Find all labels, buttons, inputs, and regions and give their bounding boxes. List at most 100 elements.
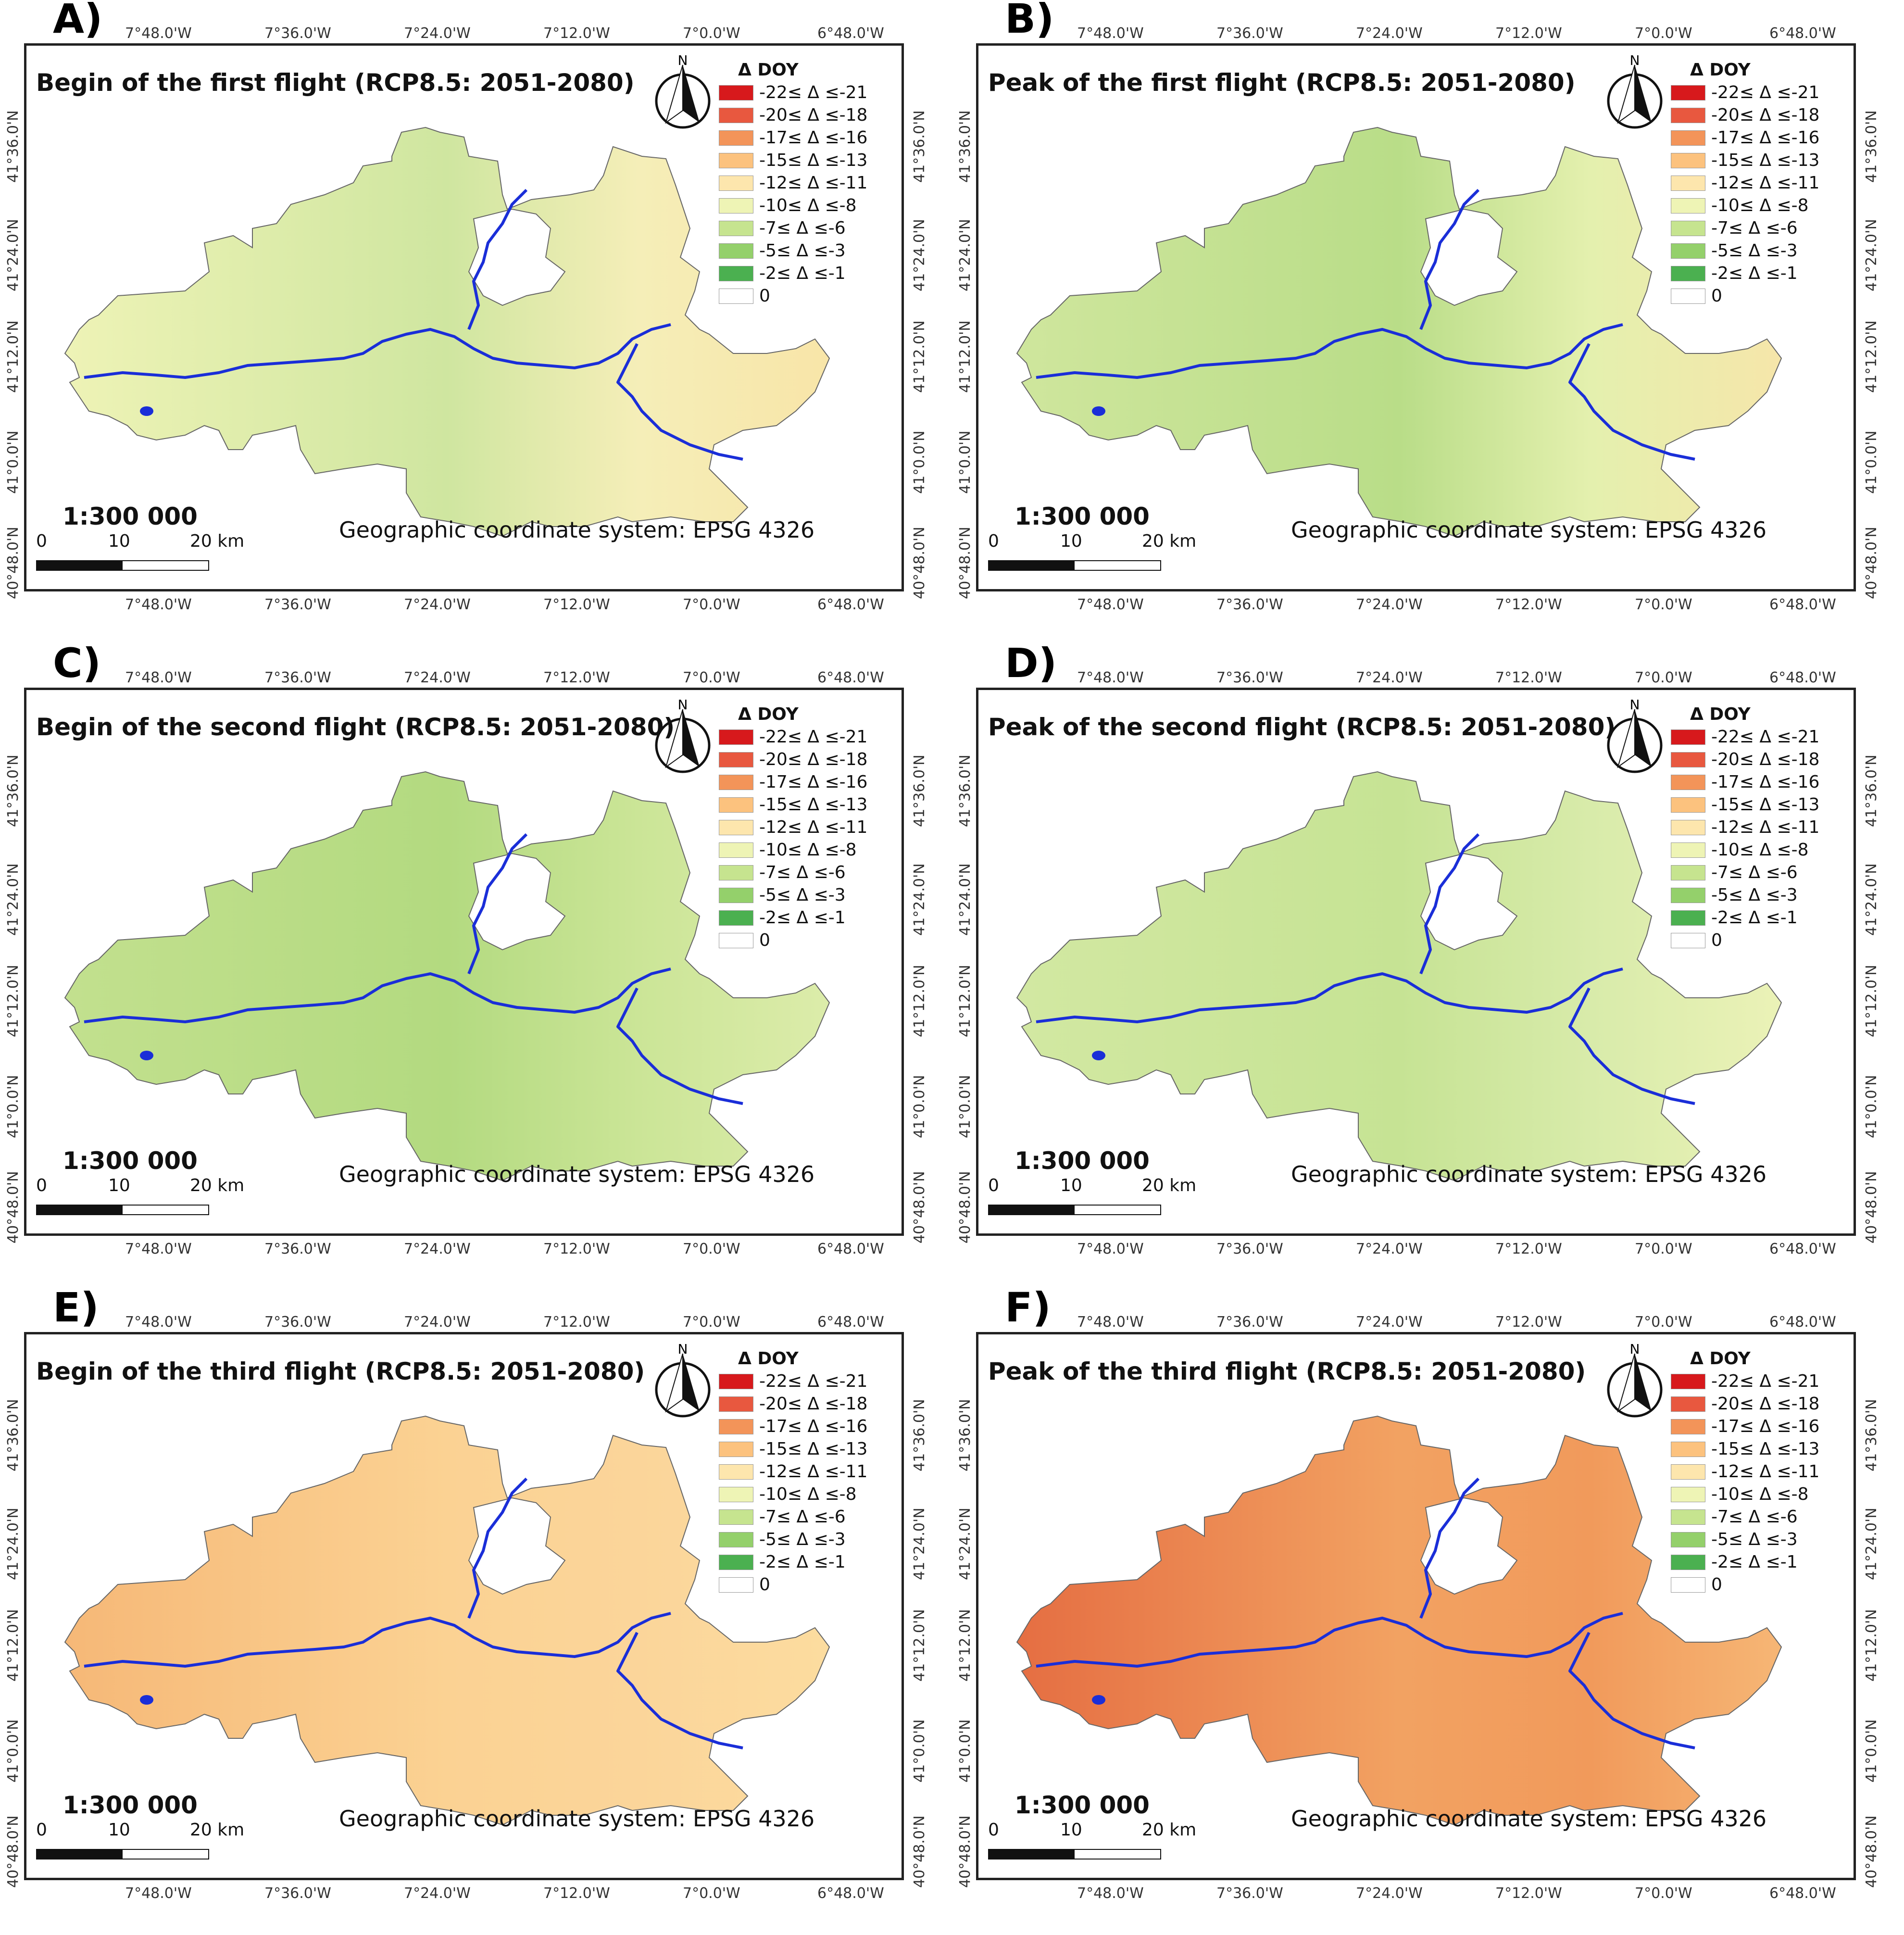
legend-swatch (1671, 243, 1705, 259)
longitude-label-top: 6°48.0'W (817, 669, 884, 686)
panel-letter: E) (53, 1284, 99, 1331)
legend-swatch (1671, 288, 1705, 304)
legend-item: -20≤ Δ ≤-18 (719, 1393, 902, 1415)
reservoir (140, 1051, 153, 1060)
legend-label: 0 (1711, 1575, 1722, 1595)
longitude-label-top: 7°0.0'W (1635, 25, 1692, 42)
latitude-label-left: 40°48.0'N (957, 1815, 974, 1888)
legend-item: -17≤ Δ ≤-16 (719, 126, 902, 149)
scale-tick-label: 10 (1060, 531, 1082, 551)
legend-label: -15≤ Δ ≤-13 (759, 1439, 868, 1459)
north-arrow-icon: N (1603, 52, 1666, 132)
longitude-label-top: 7°0.0'W (683, 669, 740, 686)
legend-swatch (719, 1373, 753, 1389)
legend-label: -17≤ Δ ≤-16 (759, 772, 868, 792)
latitude-label-left: 41°0.0'N (5, 1719, 22, 1783)
legend-item: -10≤ Δ ≤-8 (1671, 1483, 1854, 1506)
legend-swatch (719, 1419, 753, 1434)
latitude-label-right: 41°0.0'N (911, 1719, 928, 1783)
latitude-label-right: 40°48.0'N (1863, 527, 1880, 599)
latitude-label-left: 41°12.0'N (957, 965, 974, 1037)
legend-swatch (719, 774, 753, 790)
map-panel: A) 7°48.0'W 7°36.0'W 7°24.0'W 7°12.0'W 7°0.0'… (0, 0, 942, 635)
longitude-label-top: 7°12.0'W (1495, 1314, 1562, 1331)
legend-item: -22≤ Δ ≤-21 (719, 726, 902, 748)
legend-item: -5≤ Δ ≤-3 (719, 1528, 902, 1551)
legend-label: -10≤ Δ ≤-8 (1711, 196, 1809, 215)
legend-swatch (1671, 887, 1705, 903)
legend-item: -5≤ Δ ≤-3 (1671, 884, 1854, 906)
excluded-area (468, 208, 566, 306)
region-area (64, 771, 830, 1181)
panel-letter: D) (1005, 640, 1057, 687)
longitude-label-bottom: 7°48.0'W (1077, 1241, 1144, 1257)
legend-swatch (719, 1464, 753, 1480)
excluded-area (468, 1497, 566, 1595)
longitude-label-bottom: 7°12.0'W (1495, 596, 1562, 613)
legend-item: 0 (1671, 929, 1854, 952)
legend-item: -12≤ Δ ≤-11 (1671, 172, 1854, 194)
latitude-label-right: 41°12.0'N (911, 1609, 928, 1682)
scale-tick-label: 0 (36, 1176, 47, 1195)
latitude-label-left: 41°36.0'N (957, 1399, 974, 1471)
legend-swatch (719, 130, 753, 146)
latitude-label-right: 41°36.0'N (1863, 110, 1880, 183)
legend-swatch (719, 265, 753, 281)
longitude-label-top: 7°48.0'W (125, 25, 192, 42)
legend-swatch (1671, 842, 1705, 858)
legend-label: -5≤ Δ ≤-3 (1711, 1530, 1798, 1549)
reservoir (1092, 406, 1105, 416)
scale-bar (36, 1205, 209, 1215)
crs-label: Geographic coordinate system: EPSG 4326 (1291, 1806, 1767, 1832)
legend-title: Δ DOY (738, 1349, 799, 1369)
longitude-label-bottom: 6°48.0'W (817, 1241, 884, 1257)
latitude-label-left: 41°0.0'N (5, 1075, 22, 1139)
legend-item: -10≤ Δ ≤-8 (719, 839, 902, 861)
scale-ratio: 1:300 000 (1015, 503, 1150, 530)
legend-label: -5≤ Δ ≤-3 (759, 1530, 846, 1549)
north-arrow-icon: N (1603, 1341, 1666, 1421)
legend-swatch (1671, 175, 1705, 191)
legend-swatch (719, 220, 753, 236)
scale-ratio: 1:300 000 (63, 503, 198, 530)
longitude-label-bottom: 7°0.0'W (683, 1885, 740, 1902)
map-title: Peak of the first flight (RCP8.5: 2051-2… (988, 69, 1576, 97)
latitude-label-left: 41°36.0'N (957, 110, 974, 183)
legend-swatch (719, 910, 753, 926)
legend-swatch (719, 243, 753, 259)
map-frame: Peak of the second flight (RCP8.5: 2051-… (976, 688, 1856, 1236)
latitude-label-left: 41°12.0'N (5, 320, 22, 393)
latitude-label-right: 41°36.0'N (1863, 754, 1880, 827)
longitude-label-top: 7°48.0'W (1077, 669, 1144, 686)
legend-label: -17≤ Δ ≤-16 (759, 128, 868, 148)
legend-label: -5≤ Δ ≤-3 (1711, 885, 1798, 905)
latitude-label-left: 41°12.0'N (957, 1609, 974, 1682)
region-area (1016, 771, 1782, 1181)
map-title: Peak of the second flight (RCP8.5: 2051-… (988, 713, 1616, 741)
longitude-label-top: 6°48.0'W (1769, 669, 1836, 686)
latitude-label-right: 41°36.0'N (911, 1399, 928, 1471)
legend-title: Δ DOY (738, 704, 799, 724)
longitude-label-top: 7°48.0'W (1077, 1314, 1144, 1331)
map-frame: Begin of the second flight (RCP8.5: 2051… (24, 688, 904, 1236)
legend-swatch (1671, 107, 1705, 123)
legend-item: -12≤ Δ ≤-11 (719, 1460, 902, 1483)
reservoir (1092, 1695, 1105, 1705)
region-area (1016, 126, 1782, 537)
excluded-area (468, 853, 566, 951)
legend-item: -17≤ Δ ≤-16 (1671, 771, 1854, 793)
legend-swatch (719, 1532, 753, 1547)
legend-swatch (719, 729, 753, 745)
longitude-label-top: 7°48.0'W (125, 669, 192, 686)
legend-swatch (1671, 265, 1705, 281)
longitude-label-bottom: 7°24.0'W (404, 596, 471, 613)
legend-swatch (719, 1509, 753, 1525)
legend-swatch (719, 85, 753, 101)
longitude-label-top: 7°12.0'W (543, 1314, 610, 1331)
crs-label: Geographic coordinate system: EPSG 4326 (339, 1806, 815, 1832)
legend-label: -20≤ Δ ≤-18 (1711, 1394, 1820, 1414)
legend-label: -2≤ Δ ≤-1 (1711, 908, 1798, 928)
region-area (64, 126, 830, 537)
legend-swatch (1671, 729, 1705, 745)
legend-item: -2≤ Δ ≤-1 (1671, 1551, 1854, 1573)
